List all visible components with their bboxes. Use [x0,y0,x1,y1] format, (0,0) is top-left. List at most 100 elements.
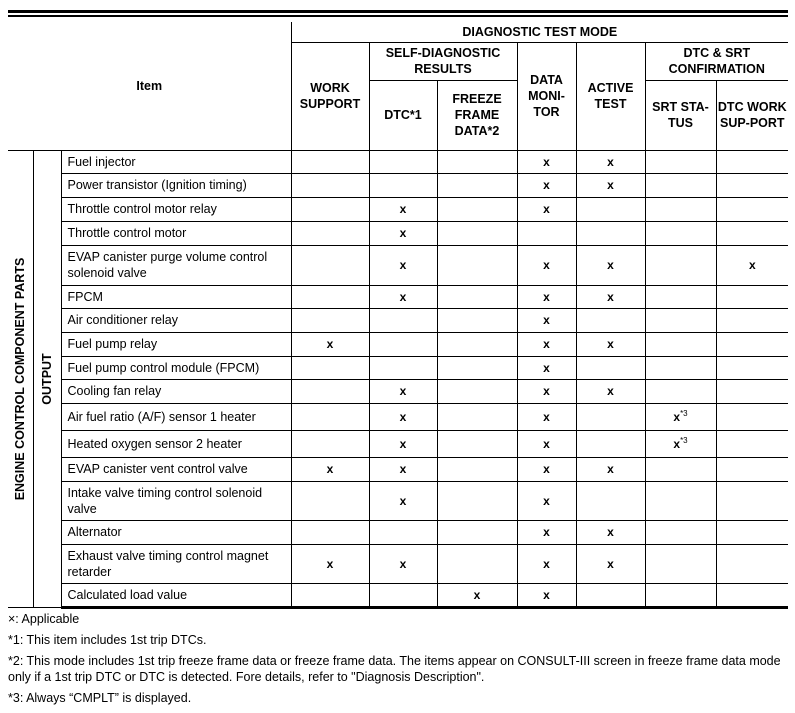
footnote-ref: *3 [680,436,688,445]
mark-dws [715,149,789,174]
header-diag-mode: DIAGNOSTIC TEST MODE [290,22,789,43]
mark-ws: x [290,331,370,357]
header-freeze: FREEZE FRAME DATA*2 [436,79,518,151]
mark-at: x [575,149,646,174]
mark-dm: x [516,480,577,521]
mark-dtc: x [368,543,438,584]
mark-dtc: x [368,456,438,482]
mark-ws [290,355,370,380]
mark-dtc [368,172,438,198]
mark-ff [436,172,518,198]
mark-dm: x [516,149,577,174]
mark-dws [715,355,789,380]
mark-ff [436,284,518,309]
item-name: Calculated load value [60,582,292,609]
item-name: EVAP canister purge volume control solen… [60,244,292,286]
note: *2: This mode includes 1st trip freeze f… [8,654,781,684]
mark-dtc [368,307,438,333]
mark-ff [436,456,518,482]
mark-dws [715,196,789,222]
mark-dtc: x [368,244,438,286]
mark-dws [715,172,789,198]
mark-dtc: x [368,429,438,458]
mark-ff [436,480,518,521]
header-srt-status: SRT STA-TUS [644,79,717,151]
item-name: Throttle control motor relay [60,196,292,222]
mark-dm: x [516,582,577,609]
mark-dm: x [516,284,577,309]
table-row: Alternator x x [8,519,789,545]
mark-dtc: x [368,220,438,246]
table-row: Intake valve timing control solenoid val… [8,480,789,521]
mark-dtc: x [368,480,438,521]
mark-ws [290,402,370,431]
mark-dm: x [516,378,577,404]
footnotes: ×: Applicable *1: This item includes 1st… [8,611,783,711]
mark-srt [644,307,717,333]
note: *3: Always “CMPLT” is displayed. [8,691,192,705]
header-data-monitor: DATA MONI-TOR [516,41,577,151]
mark-ff [436,307,518,333]
header-dtc-srt: DTC & SRT CONFIRMATION [644,41,789,81]
mark-dm: x [516,519,577,545]
mark-srt [644,582,717,609]
top-rule [8,15,788,17]
mark-srt [644,480,717,521]
mark-srt [644,543,717,584]
table-row: Exhaust valve timing control magnet reta… [8,543,789,584]
mark-srt [644,196,717,222]
mark-at: x [575,378,646,404]
mark-dm: x [516,355,577,380]
mark-dws [715,543,789,584]
mark-srt [644,149,717,174]
mark-dws [715,284,789,309]
mark-dws [715,378,789,404]
mark-at [575,480,646,521]
mark-srt [644,284,717,309]
mark-ws [290,480,370,521]
mark-ws [290,172,370,198]
mark: x [673,437,681,451]
table-row: EVAP canister vent control valve x x x x [8,456,789,482]
item-name: Heated oxygen sensor 2 heater [60,429,292,458]
mark-at [575,196,646,222]
mark-dws [715,456,789,482]
item-name: Fuel injector [60,149,292,174]
mark-dws [715,519,789,545]
mark-at: x [575,244,646,286]
table-row: Throttle control motor relay x x [8,196,789,222]
header-active-test: ACTIVE TEST [575,41,646,151]
mark-dws [715,582,789,609]
mark-dws [715,429,789,458]
mark-ws [290,149,370,174]
mark-dtc [368,582,438,609]
table-row: Air fuel ratio (A/F) sensor 1 heater x x x*… [8,402,789,431]
mark-ws: x [290,543,370,584]
table-row: Fuel pump control module (FPCM) x [8,355,789,380]
mark-dws [715,402,789,431]
item-name: Alternator [60,519,292,545]
mark-dm: x [516,402,577,431]
mark-ws [290,582,370,609]
mark-ff [436,355,518,380]
mark-at [575,402,646,431]
mark-dtc [368,519,438,545]
note: ×: Applicable [8,612,80,626]
mark-srt [644,456,717,482]
mark-dm: x [516,172,577,198]
item-name: Air conditioner relay [60,307,292,333]
mark-ws [290,519,370,545]
mark-ws [290,307,370,333]
header-self-diag: SELF-DIAGNOSTIC RESULTS [368,41,518,81]
mark-srt [644,220,717,246]
mark-srt: x*3 [644,429,717,458]
mark-srt [644,378,717,404]
mark-dm: x [516,307,577,333]
note: *1: This item includes 1st trip DTCs. [8,633,207,647]
mark-at: x [575,284,646,309]
item-name: Intake valve timing control solenoid val… [60,480,292,521]
mark-dtc: x [368,378,438,404]
mark-dws [715,220,789,246]
mark-ff [436,378,518,404]
mark-ws [290,429,370,458]
